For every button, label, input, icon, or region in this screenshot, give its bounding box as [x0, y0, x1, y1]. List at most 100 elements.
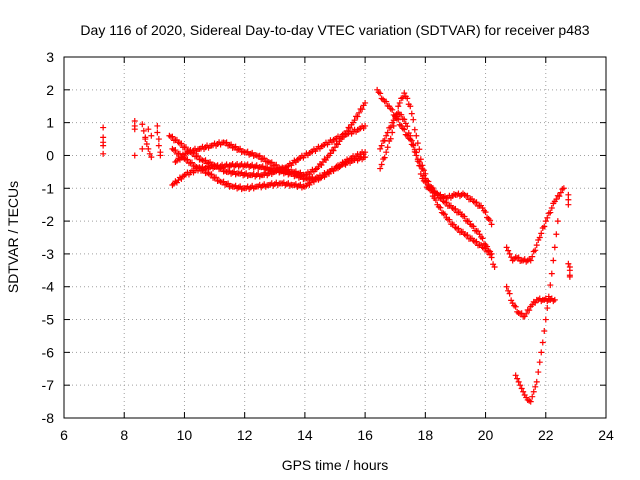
data-point-early-passes — [145, 126, 152, 133]
data-point-track-G — [425, 181, 432, 188]
data-point-track-B — [172, 147, 179, 154]
data-point-track-G — [384, 144, 391, 151]
data-point-track-G — [393, 111, 400, 118]
data-point-track-J — [512, 372, 519, 379]
data-point-track-J — [541, 328, 548, 335]
data-point-track-H — [560, 185, 567, 192]
data-point-early-passes — [142, 136, 149, 143]
data-point-track-F — [383, 132, 390, 139]
data-point-track-G — [387, 135, 394, 142]
data-point-track-J — [530, 388, 537, 395]
data-point-track-F — [488, 221, 495, 228]
data-point-early-passes — [146, 150, 153, 157]
data-point-track-G — [404, 95, 411, 102]
data-point-track-H — [547, 209, 554, 216]
y-tick-label: -7 — [42, 377, 55, 393]
data-point-track-C — [232, 143, 239, 150]
x-tick-label: 24 — [598, 427, 614, 443]
data-point-track-H — [527, 257, 534, 264]
data-point-track-C — [335, 141, 342, 148]
data-point-track-C — [362, 99, 369, 106]
data-point-early-passes — [143, 140, 150, 147]
data-point-track-E — [491, 264, 498, 271]
data-point-track-J — [535, 369, 542, 376]
data-point-track-F — [377, 145, 384, 152]
data-point-track-E — [452, 205, 459, 212]
data-point-track-F — [401, 116, 408, 123]
data-point-track-G — [441, 211, 448, 218]
data-point-track-J — [544, 305, 551, 312]
data-point-track-I — [526, 307, 533, 314]
data-point-track-J — [553, 231, 560, 238]
data-point-track-I — [551, 296, 558, 303]
data-point-track-F — [411, 148, 418, 155]
data-point-track-B — [208, 171, 215, 178]
data-point-track-H — [544, 214, 551, 221]
data-point-track-J — [545, 293, 552, 300]
data-point-early-passes — [157, 152, 164, 159]
data-point-track-B — [176, 150, 183, 157]
y-tick-label: -2 — [42, 213, 55, 229]
data-point-track-C — [273, 161, 280, 168]
data-point-track-H — [532, 247, 539, 254]
data-point-track-H — [529, 253, 536, 260]
data-point-track-C — [249, 149, 256, 156]
data-point-track-A — [178, 140, 185, 147]
data-point-track-F — [473, 199, 480, 206]
plot-frame — [63, 56, 607, 419]
data-point-track-J — [548, 270, 555, 277]
data-point-track-A — [207, 159, 214, 166]
data-point-track-G — [416, 146, 423, 153]
data-point-early-passes — [139, 121, 146, 128]
data-point-track-F — [398, 111, 405, 118]
data-point-track-C — [223, 139, 230, 146]
data-points — [100, 86, 573, 405]
data-point-track-J — [542, 316, 549, 323]
data-point-track-G — [392, 115, 399, 122]
data-point-track-G — [420, 167, 427, 174]
data-point-track-H — [515, 254, 522, 261]
data-point-track-C — [237, 145, 244, 152]
data-point-track-I — [523, 310, 530, 317]
data-point-track-H — [503, 244, 510, 251]
data-point-track-C — [356, 109, 363, 116]
data-point-track-G — [446, 216, 453, 223]
data-point-track-G — [417, 156, 424, 163]
data-point-track-G — [455, 225, 462, 232]
data-point-track-G — [401, 90, 408, 97]
data-point-track-G — [381, 154, 388, 161]
data-point-track-A — [202, 157, 209, 164]
y-axis-label: SDTVAR / TECUs — [5, 181, 21, 293]
data-point-track-C — [244, 148, 251, 155]
data-point-track-D — [362, 149, 369, 156]
data-point-track-G — [410, 116, 417, 123]
data-point-track-J — [517, 382, 524, 389]
data-point-track-H — [548, 204, 555, 211]
data-point-track-J — [547, 282, 554, 289]
data-point-track-G — [414, 140, 421, 147]
axis-ticks — [63, 56, 607, 419]
data-point-track-F — [410, 141, 417, 148]
data-point-track-G — [488, 250, 495, 257]
data-point-track-H — [556, 193, 563, 200]
data-point-track-J — [551, 244, 558, 251]
data-point-track-F — [414, 158, 421, 165]
data-point-early-passes — [100, 142, 107, 149]
x-tick-label: 8 — [120, 427, 128, 443]
data-point-track-J — [527, 398, 534, 405]
data-point-track-J — [515, 378, 522, 385]
data-point-track-E — [401, 126, 408, 133]
data-point-track-G — [464, 232, 471, 239]
data-point-track-G — [407, 103, 414, 110]
data-point-track-E — [383, 98, 390, 105]
data-point-track-J — [518, 385, 525, 392]
data-point-track-J — [533, 378, 540, 385]
data-point-track-H — [506, 250, 513, 257]
data-point-track-J — [539, 339, 546, 346]
data-point-early-passes — [139, 145, 146, 152]
data-point-track-E — [377, 90, 384, 97]
data-point-track-B — [184, 156, 191, 163]
x-tick-label: 10 — [177, 427, 193, 443]
x-tick-label: 18 — [418, 427, 434, 443]
y-tick-label: -8 — [42, 410, 55, 426]
